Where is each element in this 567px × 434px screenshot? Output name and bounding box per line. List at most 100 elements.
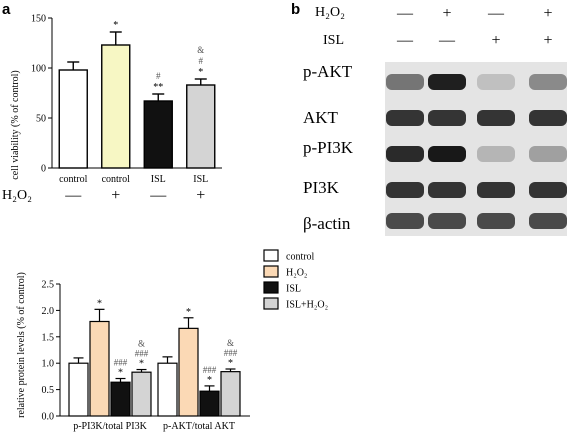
chart-a-bar xyxy=(101,44,131,169)
panel-b-label: b xyxy=(291,1,300,18)
blot-band xyxy=(477,146,515,162)
chart-b-annotation: ### xyxy=(203,365,217,375)
chart-a-bar xyxy=(186,84,216,169)
chart-a-h2o2-label: H₂O₂ xyxy=(2,188,32,203)
blot-band xyxy=(529,110,567,126)
chart-b-bar xyxy=(110,381,131,417)
chart-b-category-label: p-AKT/total AKT xyxy=(163,421,235,432)
chart-a-ytick-label: 0 xyxy=(41,164,46,175)
chart-b-legend-swatch xyxy=(263,249,279,262)
panel-a-label: a xyxy=(2,1,11,18)
blot-band xyxy=(386,110,424,126)
chart-b-ytick-label: 2.0 xyxy=(42,306,55,317)
chart-b-category-label: p-PI3K/total PI3K xyxy=(73,421,147,432)
chart-b-legend-label: ISL xyxy=(286,284,301,295)
chart-a-bar xyxy=(143,100,173,169)
chart-b-ylabel: relative protein levels (% of control) xyxy=(16,272,27,418)
blot-header: H₂O₂ ISL — + — + — — + + xyxy=(315,5,553,49)
chart-b-legend-swatch xyxy=(263,297,279,310)
blot-band xyxy=(477,182,515,198)
chart-b-annotation: & xyxy=(138,339,145,349)
blot-band xyxy=(428,182,466,198)
blot-isl-sign: — xyxy=(438,32,456,49)
chart-a-ytick-label: 150 xyxy=(31,14,46,25)
chart-b-bar xyxy=(220,371,241,417)
chart-a-annotation: # xyxy=(199,56,204,66)
chart-b-legend-swatch xyxy=(263,281,279,294)
chart-b-legend-label: control xyxy=(286,252,315,263)
blot-band xyxy=(529,182,567,198)
protein-levels-chart: 0.00.51.01.52.02.5**### *###&p-PI3K/total… xyxy=(42,280,250,432)
blot-band xyxy=(529,213,567,229)
blot-isl-label: ISL xyxy=(323,33,344,48)
blot-isl-sign: + xyxy=(491,32,500,49)
chart-b-legend-label: ISL+H₂O₂ xyxy=(286,300,328,311)
chart-a-annotation: & xyxy=(197,45,204,55)
blot-band xyxy=(529,146,567,162)
blot-band xyxy=(386,74,424,90)
blot-band xyxy=(477,213,515,229)
chart-b-bar xyxy=(178,327,199,417)
chart-a-h2o2-sign: + xyxy=(111,187,120,204)
chart-a-ytick-label: 50 xyxy=(36,114,46,125)
blot-h2o2-sign: — xyxy=(396,5,414,22)
blot-band xyxy=(386,146,424,162)
chart-b-annotation: ### xyxy=(114,358,128,368)
chart-a-bar xyxy=(58,69,88,169)
blot-row-label: AKT xyxy=(303,108,339,127)
blot-band xyxy=(428,213,466,229)
blot-band xyxy=(428,110,466,126)
chart-b-annotation: ### xyxy=(224,348,238,358)
chart-a-ytick-label: 100 xyxy=(31,64,46,75)
blot-row-label: β-actin xyxy=(303,214,351,233)
chart-b-annotation: * xyxy=(139,359,144,370)
chart-b-legend-swatch xyxy=(263,265,279,278)
chart-b-ytick-label: 1.5 xyxy=(42,332,55,343)
blot-row-label: PI3K xyxy=(303,178,340,197)
chart-b-annotation: * xyxy=(118,368,123,379)
chart-a-ylabel: cell viability (% of control) xyxy=(10,70,21,179)
blot-band xyxy=(477,110,515,126)
blot-h2o2-label: H₂O₂ xyxy=(315,5,345,20)
western-blot: p-AKT AKT p-PI3K PI3K β-actin xyxy=(303,62,567,236)
blot-band xyxy=(386,182,424,198)
blot-h2o2-sign: — xyxy=(487,5,505,22)
chart-b-bar xyxy=(157,362,178,417)
chart-a-category-label: ISL xyxy=(151,174,166,185)
chart-b-annotation: * xyxy=(186,307,191,318)
chart-a-category-label: control xyxy=(102,174,131,185)
chart-a-annotation: * xyxy=(198,67,203,78)
chart-a-h2o2-sign: — xyxy=(149,187,167,204)
chart-b-legend-label: H₂O₂ xyxy=(286,268,307,279)
chart-b-annotation: ### xyxy=(135,349,149,359)
chart-b-bar xyxy=(68,362,89,417)
chart-b-bar xyxy=(131,371,152,417)
blot-h2o2-sign: + xyxy=(543,5,552,22)
blot-isl-sign: — xyxy=(396,32,414,49)
blot-band xyxy=(477,74,515,90)
chart-b-annotation: * xyxy=(228,358,233,369)
chart-b-bar xyxy=(89,320,110,417)
chart-b-ytick-label: 1.0 xyxy=(42,359,55,370)
blot-h2o2-sign: + xyxy=(442,5,451,22)
blot-band xyxy=(428,74,466,90)
chart-a-h2o2-row: H₂O₂ — + — + xyxy=(2,187,205,204)
chart-b-annotation: * xyxy=(207,375,212,386)
chart-b-annotation: & xyxy=(227,338,234,348)
chart-a-annotation: # xyxy=(156,71,161,81)
chart-b-legend: control H₂O₂ ISL ISL+H₂O₂ xyxy=(263,249,328,311)
chart-b-annotation: * xyxy=(97,298,102,309)
chart-a-h2o2-sign: + xyxy=(196,187,205,204)
blot-band xyxy=(529,74,567,90)
chart-b-ytick-label: 0.0 xyxy=(42,412,55,423)
chart-a-annotation: ** xyxy=(153,82,163,93)
blot-band xyxy=(386,213,424,229)
blot-band xyxy=(428,146,466,162)
chart-a-category-label: ISL xyxy=(193,174,208,185)
chart-a-category-label: control xyxy=(59,174,88,185)
blot-row-label: p-PI3K xyxy=(303,138,354,157)
chart-b-ytick-label: 0.5 xyxy=(42,385,55,396)
blot-row-label: p-AKT xyxy=(303,62,353,81)
